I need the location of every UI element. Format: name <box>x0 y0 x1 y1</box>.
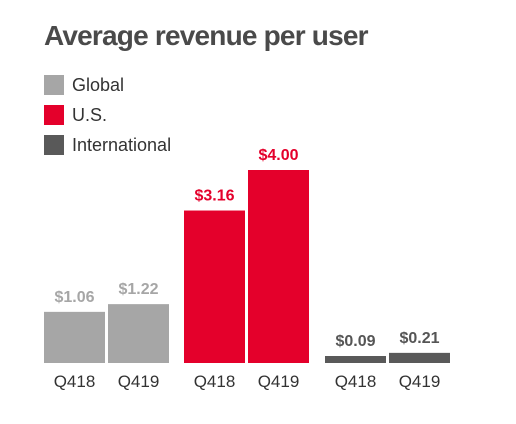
legend-item-international: International <box>44 130 171 160</box>
bar-international-q418 <box>325 356 386 363</box>
bar-global-q419 <box>108 304 169 363</box>
legend-item-us: U.S. <box>44 100 171 130</box>
legend-item-global: Global <box>44 70 171 100</box>
value-label-us-q419: $4.00 <box>258 147 298 164</box>
legend-swatch-international <box>44 135 64 155</box>
legend-swatch-global <box>44 75 64 95</box>
chart-title: Average revenue per user <box>44 20 369 51</box>
legend-swatch-us <box>44 105 64 125</box>
x-tick-label-us-q418: Q418 <box>194 372 236 391</box>
legend-label-us: U.S. <box>72 104 108 125</box>
x-tick-label-international-q419: Q419 <box>399 372 441 391</box>
value-label-international-q419: $0.21 <box>399 330 439 347</box>
bar-us-q419 <box>248 170 309 363</box>
legend: Global U.S. International <box>44 70 171 160</box>
x-tick-label-global-q419: Q419 <box>118 372 160 391</box>
x-tick-label-international-q418: Q418 <box>335 372 377 391</box>
value-label-global-q419: $1.22 <box>118 281 158 298</box>
bar-global-q418 <box>44 311 105 363</box>
value-label-us-q418: $3.16 <box>194 188 234 205</box>
legend-label-global: Global <box>72 74 125 95</box>
value-label-international-q418: $0.09 <box>335 333 375 350</box>
bar-us-q418 <box>184 210 245 363</box>
value-label-global-q418: $1.06 <box>54 289 94 306</box>
x-tick-label-global-q418: Q418 <box>54 372 96 391</box>
legend-label-international: International <box>72 134 172 155</box>
bar-international-q419 <box>389 352 450 363</box>
x-tick-label-us-q419: Q419 <box>258 372 300 391</box>
